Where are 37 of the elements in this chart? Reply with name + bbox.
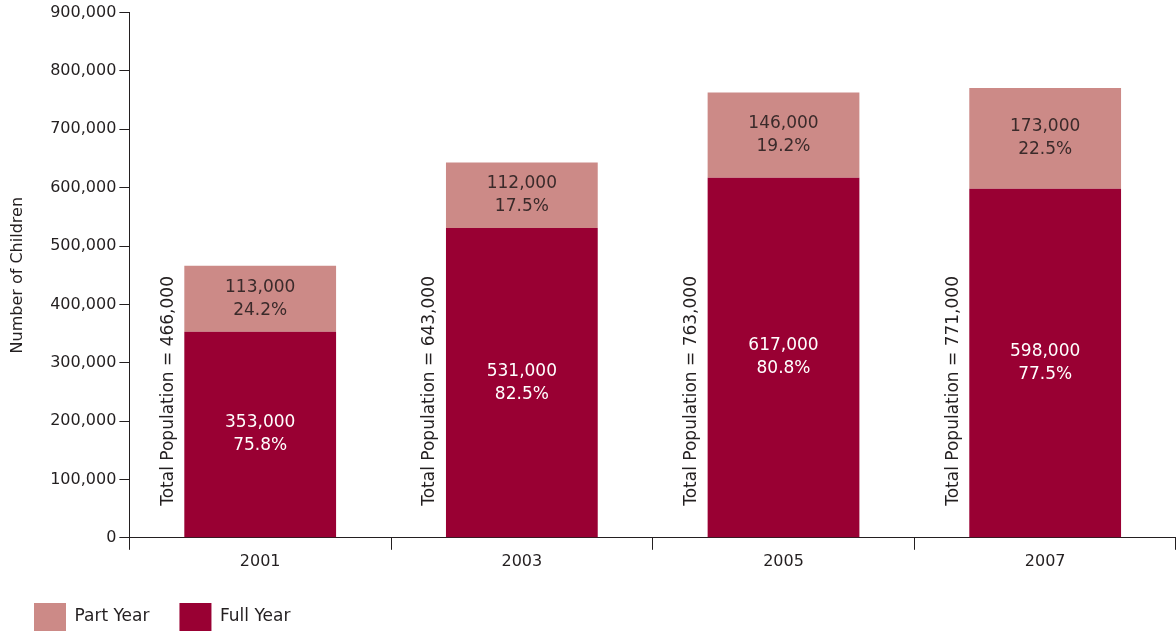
y-tick-label: 900,000 (50, 1, 117, 21)
data-label: 353,000 75.8% (225, 411, 296, 455)
y-tick-label: 100,000 (50, 468, 117, 488)
total-label: Total Population = 643,000 (418, 276, 439, 507)
legend-label: Part Year (74, 605, 150, 626)
x-tick-label: 2007 (1024, 550, 1066, 570)
x-tick-label: 2003 (501, 550, 543, 570)
y-tick-label: 400,000 (50, 293, 117, 313)
total-label: Total Population = 466,000 (156, 276, 177, 507)
bar (184, 331, 337, 538)
bar (184, 265, 337, 332)
data-label: 617,000 80.8% (748, 334, 819, 378)
data-label: 173,000 22.5% (1010, 115, 1081, 159)
y-tick-label: 200,000 (50, 410, 117, 430)
data-label: 112,000 17.5% (486, 172, 558, 216)
data-label: 598,000 77.5% (1010, 339, 1081, 383)
y-tick-label: 600,000 (50, 176, 117, 196)
bar (969, 87, 1122, 189)
data-label: 146,000 19.2% (748, 112, 819, 156)
y-tick-label: 800,000 (50, 60, 117, 80)
bar (445, 162, 598, 228)
total-label: Total Population = 763,000 (680, 276, 701, 507)
y-axis-title: Number of Children (6, 196, 26, 354)
total-label: Total Population = 771,000 (941, 276, 962, 507)
legend-label: Full Year (219, 605, 291, 626)
x-tick-label: 2005 (763, 550, 804, 570)
bar (445, 227, 598, 538)
x-tick-label: 2001 (239, 550, 281, 570)
data-label: 531,000 82.5% (486, 359, 558, 403)
bar (969, 188, 1122, 538)
bar (707, 177, 860, 538)
y-tick-label: 700,000 (50, 118, 117, 138)
y-tick-label: 500,000 (50, 235, 117, 255)
y-tick-label: 300,000 (50, 351, 117, 371)
bar (707, 92, 860, 178)
y-tick-label: 0 (106, 526, 117, 546)
data-label: 113,000 24.2% (225, 275, 296, 319)
